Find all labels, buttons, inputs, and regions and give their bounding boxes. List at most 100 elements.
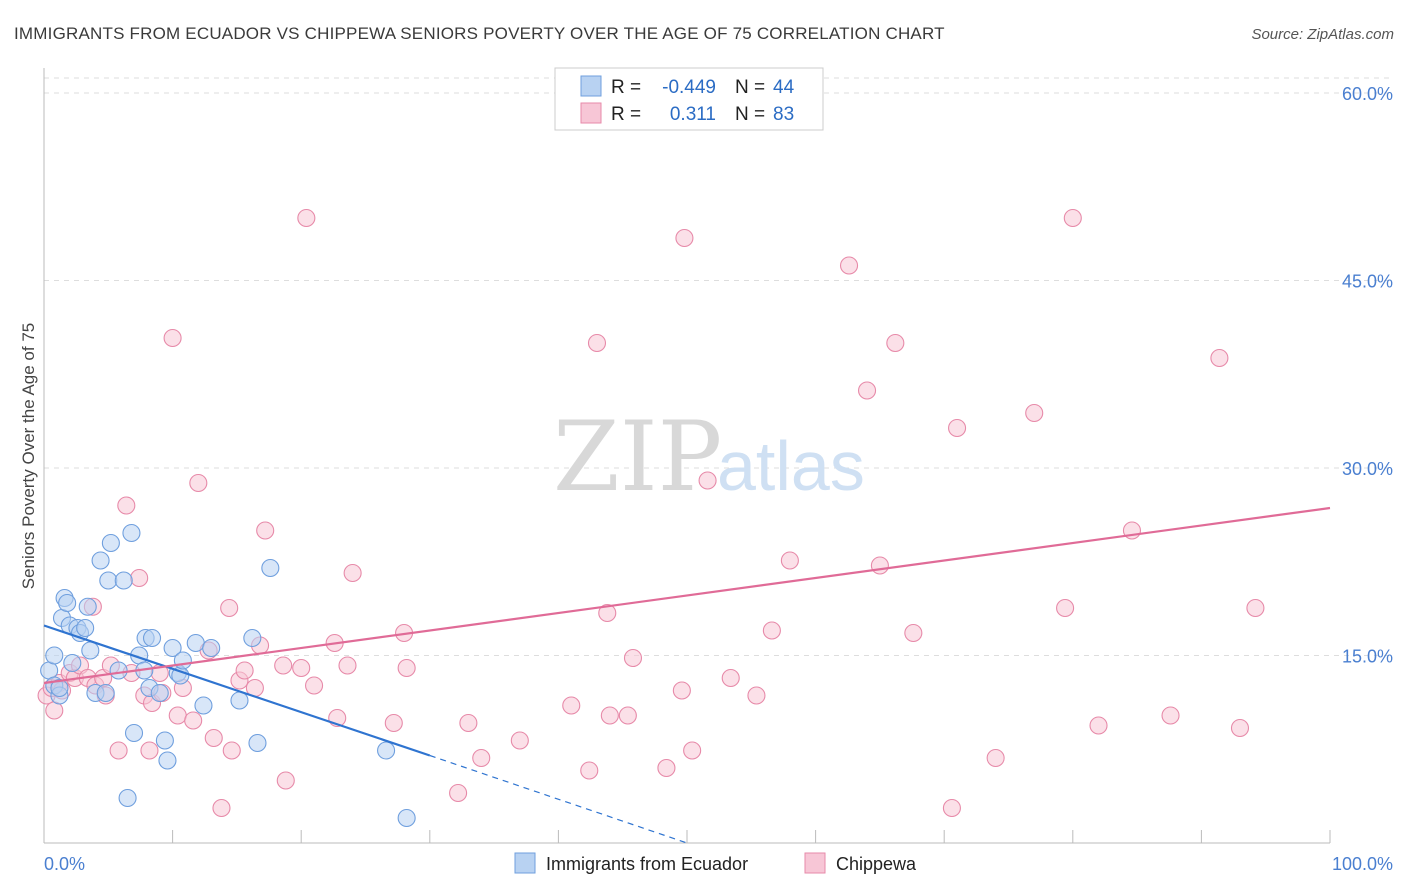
- chippewa-point-81: [1063, 208, 1082, 228]
- series-legend: Immigrants from Ecuador Chippewa: [514, 852, 917, 874]
- chippewa-point-29: [204, 728, 223, 748]
- chippewa-point-53: [510, 731, 529, 750]
- chippewa-point-38: [274, 656, 293, 675]
- y-tick-label-30: 30.0%: [1342, 459, 1393, 479]
- chippewa-point-85: [1210, 348, 1229, 368]
- chippewa-point-24: [168, 706, 187, 725]
- watermark-atlas: atlas: [717, 427, 865, 505]
- chippewa-point-51: [459, 713, 478, 733]
- y-tick-labels: 15.0% 30.0% 45.0% 60.0%: [1342, 84, 1393, 667]
- chippewa-point-56: [587, 333, 607, 353]
- legend-n-label-chippewa: N =: [735, 104, 765, 125]
- ecuador-point-14: [81, 641, 100, 660]
- ecuador-point-17: [96, 683, 115, 703]
- chippewa-point-19: [140, 741, 159, 760]
- chippewa-point-39: [276, 771, 295, 790]
- ecuador-point-13: [78, 597, 97, 616]
- legend-r-label-ecuador: R =: [611, 77, 641, 98]
- ecuador-point-7: [58, 593, 77, 613]
- ecuador-trend-line: [43, 624, 431, 757]
- ecuador-point-19: [101, 533, 120, 553]
- chippewa-point-26: [184, 711, 203, 730]
- ecuador-point-0: [40, 661, 59, 680]
- ecuador-point-30: [150, 683, 169, 703]
- chippewa-point-61: [657, 758, 676, 778]
- chippewa-point-57: [598, 603, 617, 623]
- ecuador-point-9: [63, 653, 82, 673]
- watermark: ZIP atlas: [553, 401, 865, 513]
- ecuador-point-31: [155, 731, 174, 750]
- ecuador-point-12: [76, 618, 95, 638]
- y-axis-label: Seniors Poverty Over the Age of 75: [19, 323, 38, 589]
- chippewa-point-86: [1230, 718, 1250, 738]
- ecuador-point-16: [91, 551, 110, 570]
- chippewa-point-60: [623, 648, 643, 668]
- ecuador-point-20: [109, 661, 128, 680]
- chippewa-point-40: [292, 658, 311, 678]
- legend-swatch-chippewa: [580, 102, 602, 124]
- watermark-zip: ZIP: [553, 401, 722, 513]
- chippewa-point-79: [1025, 403, 1044, 423]
- chippewa-point-69: [762, 621, 781, 640]
- x-tick-label-min: 0.0%: [44, 854, 85, 874]
- chippewa-point-70: [780, 551, 799, 570]
- ecuador-point-42: [248, 733, 267, 753]
- ecuador-point-2: [45, 646, 64, 665]
- x-axis-tick-marks: [43, 830, 1331, 843]
- chippewa-point-78: [986, 748, 1005, 768]
- ecuador-point-21: [114, 571, 133, 590]
- ecuador-point-39: [202, 638, 221, 658]
- chippewa-point-64: [683, 741, 702, 760]
- chippewa-point-15: [117, 496, 136, 515]
- chippewa-point-17: [130, 568, 149, 588]
- chippewa-point-31: [220, 598, 239, 618]
- chippewa-point-27: [189, 473, 208, 493]
- source-label: Source: ZipAtlas.com: [1251, 26, 1394, 43]
- ecuador-point-22: [118, 788, 137, 808]
- bottom-legend-swatch-ecuador: [514, 852, 536, 874]
- bottom-legend-ecuador: Immigrants from Ecuador: [546, 854, 748, 874]
- ecuador-point-40: [230, 691, 249, 710]
- chippewa-point-65: [698, 471, 717, 490]
- legend-n-value-ecuador: 44: [773, 77, 795, 98]
- y-tick-label-45: 45.0%: [1342, 272, 1393, 292]
- ecuador-point-4: [50, 678, 69, 698]
- chippewa-point-2: [45, 701, 64, 720]
- chippewa-point-66: [721, 668, 740, 688]
- ecuador-point-38: [194, 696, 213, 715]
- x-tick-label-max: 100.0%: [1332, 854, 1393, 874]
- ecuador-point-36: [173, 651, 192, 670]
- chippewa-point-76: [942, 798, 961, 818]
- chippewa-point-46: [343, 563, 362, 583]
- chippewa-point-58: [600, 706, 619, 725]
- bottom-legend-swatch-chippewa: [804, 852, 826, 874]
- ecuador-point-43: [261, 558, 280, 578]
- ecuador-point-33: [163, 638, 182, 658]
- chippewa-point-45: [338, 656, 357, 675]
- chart-title: IMMIGRANTS FROM ECUADOR VS CHIPPEWA SENI…: [14, 24, 945, 43]
- chippewa-points: [37, 86, 1265, 818]
- chippewa-point-62: [672, 681, 691, 700]
- chippewa-point-54: [562, 696, 581, 715]
- ecuador-point-18: [99, 571, 118, 590]
- chippewa-point-71: [839, 256, 859, 275]
- legend-r-value-chippewa: 0.311: [670, 104, 716, 125]
- chippewa-point-47: [384, 713, 403, 733]
- legend-n-label-ecuador: N =: [735, 77, 765, 98]
- ecuador-point-41: [243, 628, 262, 648]
- ecuador-point-24: [124, 723, 144, 743]
- chippewa-point-75: [904, 623, 923, 643]
- trend-lines: [43, 506, 1331, 844]
- y-tick-label-15: 15.0%: [1342, 647, 1393, 667]
- legend-n-value-chippewa: 83: [773, 104, 794, 125]
- chippewa-point-52: [472, 748, 491, 768]
- y-tick-label-60: 60.0%: [1342, 84, 1393, 104]
- chippewa-point-37: [256, 521, 275, 540]
- legend-swatch-ecuador: [580, 75, 602, 97]
- chippewa-point-32: [222, 741, 241, 760]
- chippewa-point-77: [948, 418, 967, 438]
- chippewa-point-59: [618, 706, 637, 725]
- chippewa-point-55: [580, 761, 599, 780]
- ecuador-point-37: [186, 633, 205, 653]
